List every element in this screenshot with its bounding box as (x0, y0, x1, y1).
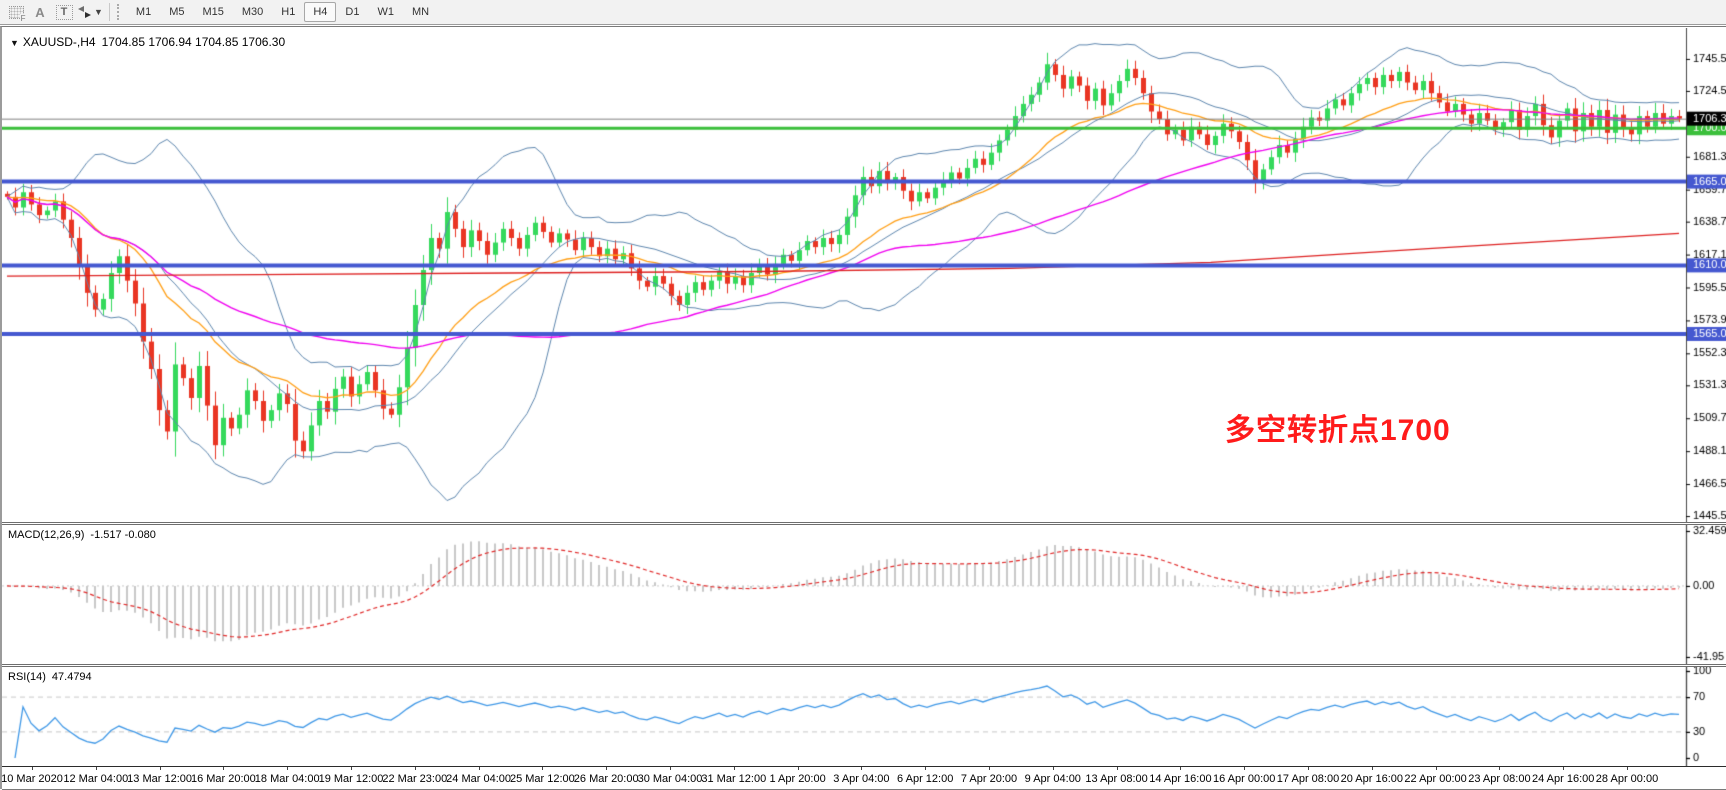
time-label: 6 Apr 12:00 (897, 773, 954, 785)
timeframe-mn-button[interactable]: MN (403, 2, 438, 22)
time-tick (223, 767, 225, 770)
time-tick (1371, 767, 1373, 770)
time-label: 3 Apr 04:00 (833, 773, 890, 785)
symbol-period-label: XAUUSD-,H4 (22, 35, 96, 49)
time-tick (861, 767, 863, 770)
time-tick (1435, 767, 1437, 770)
font-button[interactable]: A (28, 2, 52, 23)
time-label: 16 Mar 20:00 (190, 773, 256, 785)
text-t-icon: T (55, 4, 73, 20)
time-label: 26 Mar 20:00 (573, 773, 639, 785)
time-label: 13 Mar 12:00 (127, 773, 193, 785)
time-tick (733, 767, 735, 770)
timeframe-h1-button[interactable]: H1 (272, 2, 304, 22)
time-tick (1308, 767, 1309, 770)
time-tick (351, 767, 352, 770)
time-tick (159, 767, 161, 770)
time-label: 28 Apr 00:00 (1595, 773, 1659, 785)
time-axis[interactable]: 10 Mar 2020 12 Mar 04:00 13 Mar 12:00 16 Ma… (1, 766, 1726, 790)
time-tick (1627, 767, 1628, 770)
toolbar: F A T ▼ M1 M5 M15 M30 H1 H4 D1 W1 MN (0, 0, 1726, 25)
rsi-value: 47.4794 (51, 671, 92, 683)
time-tick (1180, 767, 1182, 770)
time-tick (1052, 767, 1054, 770)
timeframe-m5-button[interactable]: M5 (160, 2, 193, 22)
color-swap-icon (78, 6, 91, 18)
macd-label: MACD(12,26,9) -1.517 -0.080 (8, 529, 156, 541)
time-label: 22 Mar 23:00 (382, 773, 448, 785)
pane-separator-macd[interactable] (2, 522, 1726, 525)
time-label: 16 Apr 00:00 (1212, 773, 1276, 785)
main-chart-canvas[interactable] (2, 28, 1726, 522)
time-tick (797, 767, 799, 770)
time-tick (925, 767, 927, 770)
pane-separator-rsi[interactable] (2, 664, 1726, 667)
time-tick (989, 767, 990, 770)
font-a-icon: A (35, 4, 45, 20)
time-tick (542, 767, 544, 770)
time-tick (287, 767, 289, 770)
time-label: 12 Mar 04:00 (63, 773, 129, 785)
time-label: 10 Mar 2020 (1, 773, 63, 785)
time-label: 24 Mar 04:00 (446, 773, 512, 785)
time-tick (95, 767, 97, 770)
time-tick (1563, 767, 1565, 770)
chart-title: ▼ XAUUSD-,H4 1704.85 1706.94 1704.85 1706.… (10, 35, 285, 49)
color-scheme-button[interactable]: ▼ (76, 2, 104, 23)
time-tick (414, 767, 416, 770)
timeframe-h4-button[interactable]: H4 (304, 2, 337, 22)
text-label-button[interactable]: T (52, 2, 76, 23)
timeframe-w1-button[interactable]: W1 (368, 2, 403, 22)
time-label: 13 Apr 08:00 (1085, 773, 1148, 785)
dropdown-caret-icon: ▼ (94, 7, 103, 17)
time-label: 17 Apr 08:00 (1276, 773, 1340, 785)
symbol-dropdown-icon[interactable]: ▼ (10, 38, 19, 48)
time-label: 25 Mar 12:00 (509, 773, 575, 785)
macd-values: -1.517 -0.080 (90, 529, 156, 541)
timeframe-group: M1 M5 M15 M30 H1 H4 D1 W1 MN (127, 2, 438, 22)
rsi-canvas[interactable] (2, 667, 1726, 766)
time-label: 1 Apr 20:00 (769, 773, 826, 785)
chart-window: ▼ XAUUSD-,H4 1704.85 1706.94 1704.85 1706.… (0, 26, 1726, 790)
macd-canvas[interactable] (2, 525, 1726, 664)
timeframe-d1-button[interactable]: D1 (336, 2, 368, 22)
rsi-label: RSI(14) 47.4794 (8, 671, 92, 683)
template-f-button[interactable]: F (4, 2, 28, 23)
time-label: 7 Apr 20:00 (960, 773, 1018, 785)
timeframe-m1-button[interactable]: M1 (127, 2, 160, 22)
grid-f-icon: F (8, 5, 27, 23)
time-label: 14 Apr 16:00 (1149, 773, 1212, 785)
time-tick (606, 767, 608, 770)
time-label: 19 Mar 12:00 (318, 773, 384, 785)
time-label: 24 Apr 16:00 (1531, 773, 1595, 785)
time-tick (32, 767, 33, 770)
time-label: 30 Mar 04:00 (637, 773, 703, 785)
timeframe-m15-button[interactable]: M15 (193, 2, 232, 22)
time-tick (1116, 767, 1118, 770)
time-label: 20 Apr 16:00 (1340, 773, 1403, 785)
time-tick (478, 767, 480, 770)
toolbar-grip-handle[interactable] (116, 4, 121, 20)
time-label: 22 Apr 00:00 (1404, 773, 1467, 785)
time-label: 23 Apr 08:00 (1468, 773, 1531, 785)
time-tick (1244, 767, 1246, 770)
time-label: 9 Apr 04:00 (1024, 773, 1081, 785)
time-tick (1499, 767, 1501, 770)
timeframe-m30-button[interactable]: M30 (233, 2, 272, 22)
time-tick (670, 767, 671, 770)
toolbar-separator (108, 3, 110, 21)
ohlc-values: 1704.85 1706.94 1704.85 1706.30 (101, 35, 286, 49)
time-label: 31 Mar 12:00 (701, 773, 767, 785)
time-label: 18 Mar 04:00 (254, 773, 320, 785)
annotation-text: 多空转折点1700 (1225, 414, 1451, 447)
